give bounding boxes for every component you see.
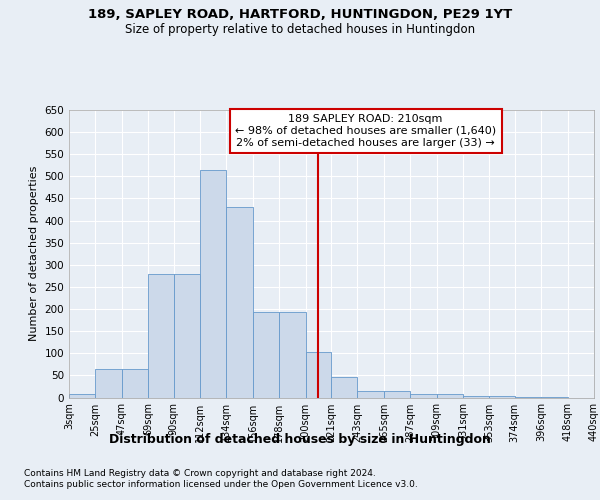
Text: Contains public sector information licensed under the Open Government Licence v3: Contains public sector information licen… bbox=[24, 480, 418, 489]
Text: Contains HM Land Registry data © Crown copyright and database right 2024.: Contains HM Land Registry data © Crown c… bbox=[24, 468, 376, 477]
Text: 189 SAPLEY ROAD: 210sqm
← 98% of detached houses are smaller (1,640)
2% of semi-: 189 SAPLEY ROAD: 210sqm ← 98% of detache… bbox=[235, 114, 496, 148]
Bar bbox=[410, 394, 437, 398]
Bar bbox=[437, 394, 463, 398]
Bar bbox=[200, 170, 226, 398]
Text: Distribution of detached houses by size in Huntingdon: Distribution of detached houses by size … bbox=[109, 432, 491, 446]
Bar bbox=[226, 208, 253, 398]
Bar bbox=[148, 274, 173, 398]
Text: Size of property relative to detached houses in Huntingdon: Size of property relative to detached ho… bbox=[125, 22, 475, 36]
Text: 189, SAPLEY ROAD, HARTFORD, HUNTINGDON, PE29 1YT: 189, SAPLEY ROAD, HARTFORD, HUNTINGDON, … bbox=[88, 8, 512, 22]
Bar bbox=[305, 352, 331, 398]
Bar bbox=[69, 394, 95, 398]
Bar bbox=[95, 369, 122, 398]
Bar bbox=[173, 274, 200, 398]
Bar bbox=[279, 312, 305, 398]
Bar bbox=[122, 369, 148, 398]
Bar bbox=[384, 391, 410, 398]
Bar bbox=[253, 312, 279, 398]
Bar bbox=[490, 396, 515, 398]
Y-axis label: Number of detached properties: Number of detached properties bbox=[29, 166, 39, 342]
Bar bbox=[331, 376, 358, 398]
Bar bbox=[463, 396, 490, 398]
Bar bbox=[358, 391, 384, 398]
